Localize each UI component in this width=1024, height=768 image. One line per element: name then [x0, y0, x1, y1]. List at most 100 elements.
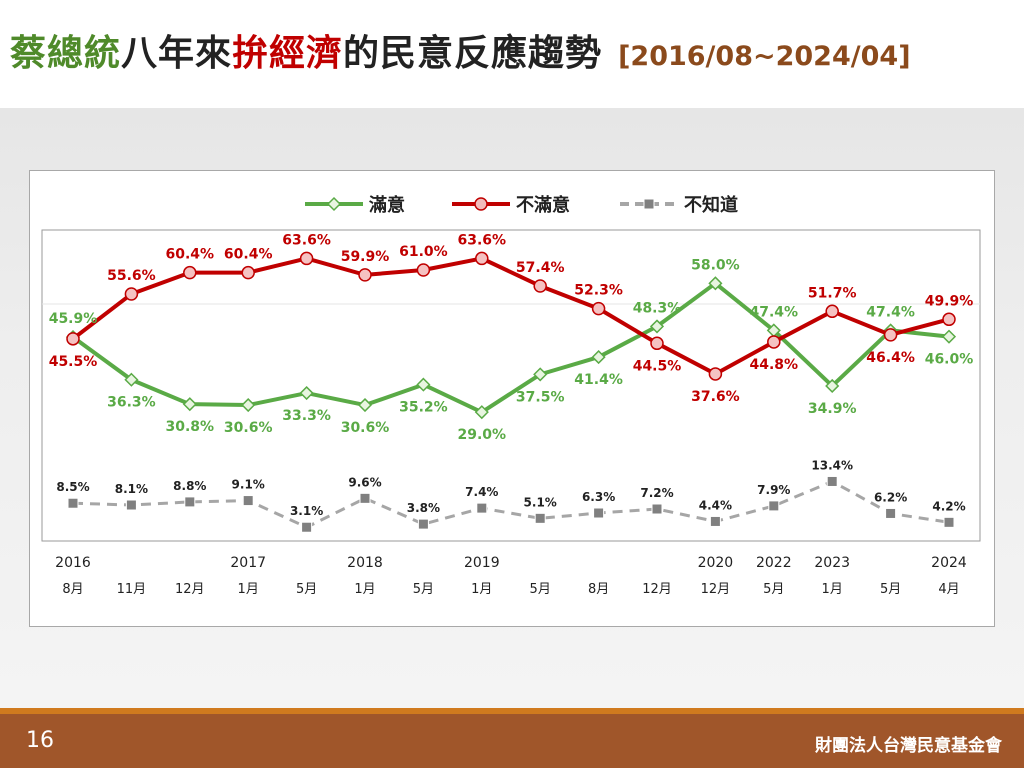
data-label-satisfied: 33.3%	[282, 408, 331, 424]
data-label-unknown: 8.5%	[56, 480, 89, 494]
x-tick-year: 2017	[230, 555, 266, 571]
data-label-unknown: 7.2%	[640, 486, 673, 500]
data-point-dissatisfied	[358, 268, 372, 282]
data-point-satisfied	[357, 397, 373, 413]
data-label-satisfied: 35.2%	[399, 400, 448, 416]
data-label-unknown: 4.4%	[699, 498, 732, 512]
data-point-unknown	[242, 495, 254, 507]
x-tick-year: 2019	[464, 555, 500, 571]
data-label-satisfied: 41.4%	[574, 372, 623, 388]
data-point-unknown	[943, 516, 955, 528]
data-point-dissatisfied	[124, 287, 139, 301]
data-label-dissatisfied: 45.5%	[49, 354, 98, 370]
data-label-unknown: 4.2%	[932, 499, 965, 513]
x-tick-month: 12月	[701, 582, 731, 597]
data-label-satisfied: 34.9%	[808, 401, 857, 417]
data-point-unknown	[826, 475, 838, 487]
data-point-dissatisfied	[66, 332, 80, 346]
data-label-satisfied: 58.0%	[691, 257, 740, 273]
title-segment: 八年來	[121, 33, 233, 74]
data-point-dissatisfied	[825, 304, 839, 319]
x-tick-month: 1月	[238, 582, 259, 597]
page-number: 16	[26, 728, 54, 753]
x-tick-month: 12月	[175, 582, 205, 597]
data-label-dissatisfied: 60.4%	[224, 247, 273, 263]
data-label-dissatisfied: 63.6%	[458, 232, 507, 248]
data-point-dissatisfied	[241, 265, 255, 280]
data-label-unknown: 7.9%	[757, 483, 790, 497]
data-point-unknown	[301, 521, 313, 533]
data-point-unknown	[885, 507, 897, 519]
data-point-dissatisfied	[183, 265, 197, 280]
legend-swatch-marker	[474, 197, 488, 211]
x-tick-month: 5月	[413, 582, 434, 597]
data-label-satisfied: 29.0%	[458, 427, 507, 443]
data-label-unknown: 6.2%	[874, 490, 907, 504]
title-segment: 拚經濟	[232, 33, 344, 74]
data-label-dissatisfied: 59.9%	[341, 249, 390, 265]
data-label-satisfied: 47.4%	[866, 304, 915, 320]
x-tick-year: 2020	[698, 555, 734, 571]
legend-label: 不滿意	[516, 194, 570, 216]
footer-bar: 16 財團法人台灣民意基金會	[0, 714, 1024, 768]
x-tick-month: 1月	[354, 582, 375, 597]
data-label-unknown: 5.1%	[524, 495, 557, 509]
x-tick-month: 8月	[588, 582, 609, 597]
x-tick-month: 4月	[938, 582, 959, 597]
x-tick-year: 2022	[756, 555, 792, 571]
data-point-satisfied	[416, 377, 431, 392]
data-point-unknown	[593, 507, 605, 519]
data-point-unknown	[125, 499, 137, 511]
slide-title: 蔡總統 八年來 拚經濟 的民意反應趨勢 [2016/08~2024/04]	[10, 24, 911, 84]
x-tick-month: 5月	[296, 582, 317, 597]
data-label-satisfied: 47.4%	[750, 304, 799, 320]
plot-area	[41, 229, 981, 542]
data-point-dissatisfied	[591, 301, 606, 316]
line-chart: 滿意 不滿意 不知道 45.9% 45.5% 8.5% 36.3% 55.6% 8.1% 30.8…	[41, 194, 981, 597]
data-label-satisfied: 30.8%	[166, 419, 215, 435]
data-label-unknown: 13.4%	[811, 458, 853, 472]
data-point-dissatisfied	[475, 251, 489, 266]
footer-accent-line	[0, 708, 1024, 714]
x-tick-month: 5月	[530, 582, 551, 597]
data-label-dissatisfied: 55.6%	[107, 268, 156, 284]
data-point-satisfied	[241, 397, 256, 413]
data-label-satisfied: 36.3%	[107, 395, 156, 411]
data-label-satisfied: 45.9%	[49, 311, 98, 327]
data-label-dissatisfied: 63.6%	[282, 232, 331, 248]
data-label-satisfied: 30.6%	[224, 420, 273, 436]
x-tick-year: 2023	[814, 555, 850, 571]
data-label-dissatisfied: 37.6%	[691, 389, 740, 405]
x-tick-year: 2018	[347, 555, 383, 571]
data-label-unknown: 3.1%	[290, 504, 323, 518]
data-point-dissatisfied	[767, 335, 781, 349]
series-line-dissatisfied	[71, 256, 950, 376]
data-point-dissatisfied	[708, 367, 723, 381]
data-point-unknown	[476, 502, 488, 514]
data-label-unknown: 8.8%	[173, 479, 206, 493]
data-point-unknown	[534, 512, 546, 524]
data-label-unknown: 6.3%	[582, 490, 615, 504]
data-point-satisfied	[649, 319, 665, 334]
data-label-dissatisfied: 44.5%	[633, 358, 682, 374]
series-line-satisfied	[71, 281, 950, 415]
legend-swatch-marker	[326, 196, 342, 212]
data-label-dissatisfied: 57.4%	[516, 260, 565, 276]
x-tick-month: 5月	[763, 582, 784, 597]
data-label-dissatisfied: 44.8%	[750, 357, 799, 373]
data-label-unknown: 9.6%	[348, 475, 381, 489]
x-tick-month: 8月	[62, 582, 83, 597]
data-point-dissatisfied	[416, 263, 431, 277]
x-tick-month: 1月	[471, 582, 492, 597]
data-point-dissatisfied	[883, 328, 898, 342]
data-point-unknown	[417, 518, 429, 530]
data-label-dissatisfied: 46.4%	[866, 350, 915, 366]
data-point-satisfied	[533, 367, 548, 382]
data-point-dissatisfied	[942, 312, 956, 327]
data-point-unknown	[359, 492, 371, 504]
data-point-unknown	[67, 497, 79, 509]
legend-label: 不知道	[684, 194, 738, 216]
data-point-satisfied	[591, 350, 606, 365]
data-point-satisfied	[708, 276, 723, 291]
x-tick-month: 11月	[117, 582, 147, 597]
